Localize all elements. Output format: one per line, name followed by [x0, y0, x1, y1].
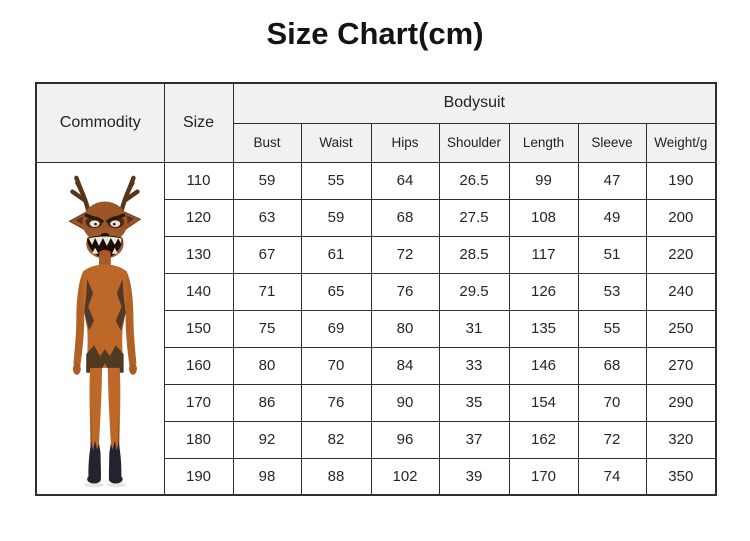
- table-row: 130 67 61 72 28.5 117 51 220: [36, 235, 717, 274]
- sleeve-value: 74: [577, 457, 647, 496]
- length-value: 99: [508, 161, 579, 200]
- hips-value: 96: [370, 420, 440, 459]
- sleeve-value: 47: [577, 161, 647, 200]
- hips-value: 64: [370, 161, 440, 200]
- header-weight: Weight/g: [645, 122, 717, 163]
- header-waist: Waist: [300, 122, 372, 163]
- table-row: 120 63 59 68 27.5 108 49 200: [36, 198, 717, 237]
- shoulder-value: 31: [438, 309, 510, 348]
- table-row: 140 71 65 76 29.5 126 53 240: [36, 272, 717, 311]
- waist-value: 59: [300, 198, 372, 237]
- table-row: 180 92 82 96 37 162 72 320: [36, 420, 717, 459]
- hips-value: 80: [370, 309, 440, 348]
- weight-value: 190: [645, 161, 717, 200]
- size-value: 190: [163, 457, 234, 496]
- weight-value: 200: [645, 198, 717, 237]
- size-value: 180: [163, 420, 234, 459]
- shoulder-value: 28.5: [438, 235, 510, 274]
- shoulder-value: 29.5: [438, 272, 510, 311]
- weight-value: 240: [645, 272, 717, 311]
- header-length: Length: [508, 122, 579, 163]
- commodity-cell: [35, 161, 165, 496]
- product-photo: [37, 163, 163, 494]
- bust-value: 86: [232, 383, 302, 422]
- hips-value: 72: [370, 235, 440, 274]
- length-value: 146: [508, 346, 579, 385]
- weight-value: 250: [645, 309, 717, 348]
- length-value: 108: [508, 198, 579, 237]
- length-value: 117: [508, 235, 579, 274]
- bust-value: 59: [232, 161, 302, 200]
- size-value: 150: [163, 309, 234, 348]
- waist-value: 61: [300, 235, 372, 274]
- shoulder-value: 37: [438, 420, 510, 459]
- bust-value: 63: [232, 198, 302, 237]
- length-value: 162: [508, 420, 579, 459]
- hips-value: 84: [370, 346, 440, 385]
- hips-value: 68: [370, 198, 440, 237]
- deer-costume-image: [68, 175, 142, 488]
- table-row: 110 59 55 64 26.5 99 47 190: [35, 161, 717, 496]
- bodysuit-graphic: [73, 264, 138, 454]
- waist-value: 88: [300, 457, 372, 496]
- sleeve-value: 70: [577, 383, 647, 422]
- bust-value: 75: [232, 309, 302, 348]
- bust-value: 67: [232, 235, 302, 274]
- sleeve-value: 72: [577, 420, 647, 459]
- size-value: 110: [163, 161, 234, 200]
- shoulder-value: 33: [438, 346, 510, 385]
- sleeve-value: 51: [577, 235, 647, 274]
- header-bust: Bust: [232, 122, 302, 163]
- page-title: Size Chart(cm): [266, 16, 484, 51]
- length-value: 154: [508, 383, 579, 422]
- weight-value: 220: [645, 235, 717, 274]
- length-value: 135: [508, 309, 579, 348]
- waist-value: 69: [300, 309, 372, 348]
- boots-graphic: [87, 440, 123, 484]
- bust-value: 92: [232, 420, 302, 459]
- shoulder-value: 35: [438, 383, 510, 422]
- header-shoulder: Shoulder: [438, 122, 510, 163]
- size-value: 140: [163, 272, 234, 311]
- waist-value: 70: [300, 346, 372, 385]
- sleeve-value: 55: [577, 309, 647, 348]
- header-size: Size: [163, 82, 234, 163]
- sleeve-value: 68: [577, 346, 647, 385]
- bust-value: 80: [232, 346, 302, 385]
- table-row: 160 80 70 84 33 146 68 270: [36, 346, 717, 385]
- bust-value: 71: [232, 272, 302, 311]
- weight-value: 320: [645, 420, 717, 459]
- waist-value: 65: [300, 272, 372, 311]
- weight-value: 350: [645, 457, 717, 496]
- length-value: 170: [508, 457, 579, 496]
- size-value: 130: [163, 235, 234, 274]
- header-hips: Hips: [370, 122, 440, 163]
- waist-value: 82: [300, 420, 372, 459]
- shoulder-value: 27.5: [438, 198, 510, 237]
- table-row: 150 75 69 80 31 135 55 250: [36, 309, 717, 348]
- hips-value: 76: [370, 272, 440, 311]
- header-bodysuit-group: Bodysuit: [232, 82, 717, 124]
- size-value: 160: [163, 346, 234, 385]
- shoulder-value: 39: [438, 457, 510, 496]
- length-value: 126: [508, 272, 579, 311]
- waist-value: 55: [300, 161, 372, 200]
- waist-value: 76: [300, 383, 372, 422]
- size-value: 120: [163, 198, 234, 237]
- table-row: 190 98 88 102 39 170 74 350: [36, 457, 717, 496]
- shoulder-value: 26.5: [438, 161, 510, 200]
- hips-value: 102: [370, 457, 440, 496]
- hips-value: 90: [370, 383, 440, 422]
- weight-value: 270: [645, 346, 717, 385]
- header-sleeve: Sleeve: [577, 122, 647, 163]
- sleeve-value: 53: [577, 272, 647, 311]
- bust-value: 98: [232, 457, 302, 496]
- weight-value: 290: [645, 383, 717, 422]
- header-commodity: Commodity: [35, 82, 165, 163]
- sleeve-value: 49: [577, 198, 647, 237]
- size-chart-table: Commodity Size Bodysuit Bust Waist Hips …: [35, 82, 718, 496]
- size-value: 170: [163, 383, 234, 422]
- table-row: 170 86 76 90 35 154 70 290: [36, 383, 717, 422]
